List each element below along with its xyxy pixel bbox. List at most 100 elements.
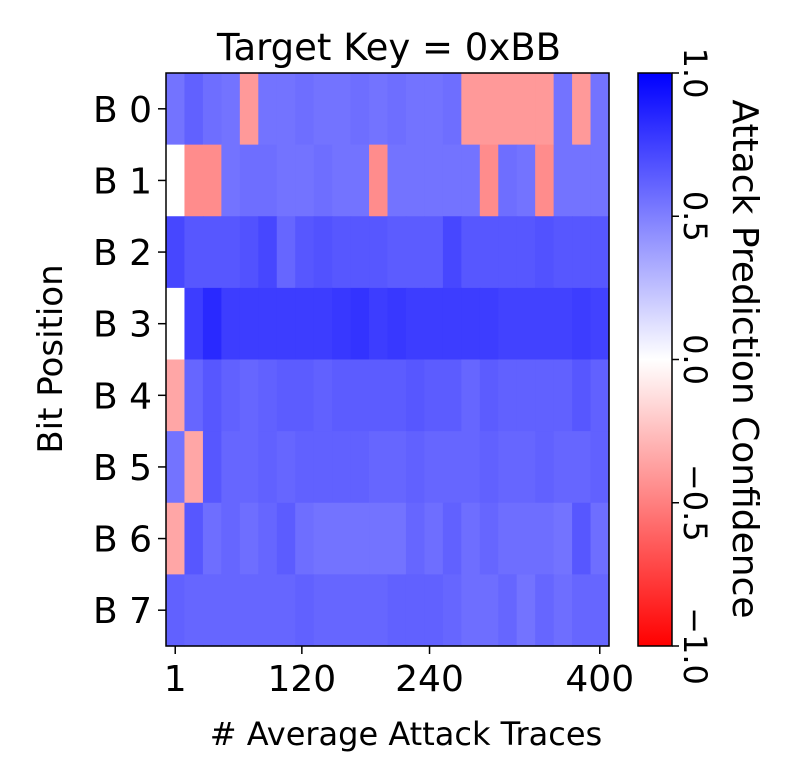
heatmap-cell [239, 431, 259, 504]
heatmap-cell [590, 502, 610, 575]
heatmap-cell [461, 144, 481, 217]
heatmap-cell [405, 287, 426, 361]
heatmap-cell [553, 502, 573, 575]
heatmap-cell [332, 359, 352, 432]
heatmap-cell [350, 144, 370, 217]
heatmap-cell [516, 502, 536, 575]
plot-frame [165, 72, 610, 647]
chart-title: Target Key = 0xBB [216, 26, 561, 69]
heatmap-cell [258, 216, 278, 289]
heatmap-cell [424, 502, 444, 575]
heatmap-cell [166, 502, 186, 575]
heatmap-cell [276, 574, 296, 647]
colorbar-tick-label: 1.0 [676, 48, 714, 99]
heatmap-cell [166, 73, 186, 146]
heatmap-cell [461, 502, 481, 575]
heatmap-cell [221, 574, 241, 647]
heatmap-cell [461, 216, 481, 289]
heatmap-cell [258, 431, 278, 504]
heatmap-cell [590, 359, 610, 432]
heatmap-cell [184, 574, 204, 647]
heatmap-cell [516, 574, 536, 647]
heatmap-cell [553, 574, 573, 647]
heatmap-cell [535, 144, 555, 217]
heatmap-cell [258, 359, 278, 432]
heatmap-cell [332, 574, 352, 647]
heatmap-cell [202, 574, 222, 647]
heatmap-cell [387, 73, 407, 146]
heatmap-cell [295, 73, 315, 146]
x-axis: 1 120 240 400 [164, 646, 634, 700]
heatmap-cell [498, 216, 518, 289]
heatmap-cell [442, 144, 462, 217]
heatmap-cell [461, 73, 481, 146]
heatmap-cell [590, 144, 610, 217]
heatmap-cell [184, 287, 204, 361]
heatmap-cell [202, 73, 222, 146]
heatmap-cell [498, 73, 518, 146]
heatmap-cell [387, 216, 407, 289]
heatmap-cell [184, 216, 204, 289]
heatmap-cell [405, 574, 426, 647]
y-tick-label: B 0 [93, 90, 152, 131]
heatmap-cell [332, 502, 352, 575]
x-tick-label: 120 [267, 659, 336, 700]
heatmap-cell [166, 144, 186, 217]
y-tick-label: B 7 [93, 591, 152, 632]
colorbar-axis: 1.0 0.5 0.0 −0.5 −1.0 [672, 48, 714, 685]
y-tick-label: B 3 [93, 305, 152, 346]
heatmap-cell [221, 359, 241, 432]
heatmap-cell [516, 144, 536, 217]
heatmap-cell [387, 431, 407, 504]
heatmap-cell [590, 574, 610, 647]
heatmap-cell [405, 73, 426, 146]
heatmap-cell [572, 287, 592, 361]
heatmap-cell [295, 431, 315, 504]
heatmap-cell [221, 287, 241, 361]
heatmap-cell [350, 73, 370, 146]
heatmap-cell [572, 502, 592, 575]
heatmap-cell [387, 574, 407, 647]
y-tick-label: B 1 [93, 161, 152, 202]
heatmap-cell [276, 73, 296, 146]
heatmap-cell [184, 502, 204, 575]
heatmap-cell [572, 73, 592, 146]
heatmap-cell [479, 502, 499, 575]
heatmap-cell [405, 216, 426, 289]
heatmap-cell [442, 431, 462, 504]
heatmap-cell [442, 502, 462, 575]
heatmap-cell [424, 216, 444, 289]
heatmap-cell [369, 502, 389, 575]
heatmap-cell [572, 144, 592, 217]
colorbar-label: Attack Prediction Confidence [724, 99, 765, 618]
heatmap-cell [535, 574, 555, 647]
heatmap-cell [442, 359, 462, 432]
heatmap-cell [572, 431, 592, 504]
heatmap-cell [369, 144, 389, 217]
heatmap-cell [258, 502, 278, 575]
heatmap-cell [461, 574, 481, 647]
heatmap-cell [590, 431, 610, 504]
heatmap-cell [369, 431, 389, 504]
heatmap-cell [313, 502, 333, 575]
heatmap-cell [276, 431, 296, 504]
heatmap-cell [498, 287, 518, 361]
colorbar-tick-label: −1.0 [676, 607, 714, 685]
heatmap-cell [332, 216, 352, 289]
heatmap-cell [202, 287, 222, 361]
heatmap-cell [221, 502, 241, 575]
heatmap-cell [535, 73, 555, 146]
heatmap-cell [166, 287, 186, 361]
heatmap-cell [239, 144, 259, 217]
heatmap-cell [276, 502, 296, 575]
colorbar-tick-label: 0.5 [676, 191, 714, 242]
heatmap-cells [166, 73, 610, 647]
heatmap-cell [590, 216, 610, 289]
heatmap-cell [202, 144, 222, 217]
heatmap-cell [572, 216, 592, 289]
heatmap-cell [553, 216, 573, 289]
heatmap-cell [350, 359, 370, 432]
heatmap-cell [202, 502, 222, 575]
heatmap-cell [313, 144, 333, 217]
